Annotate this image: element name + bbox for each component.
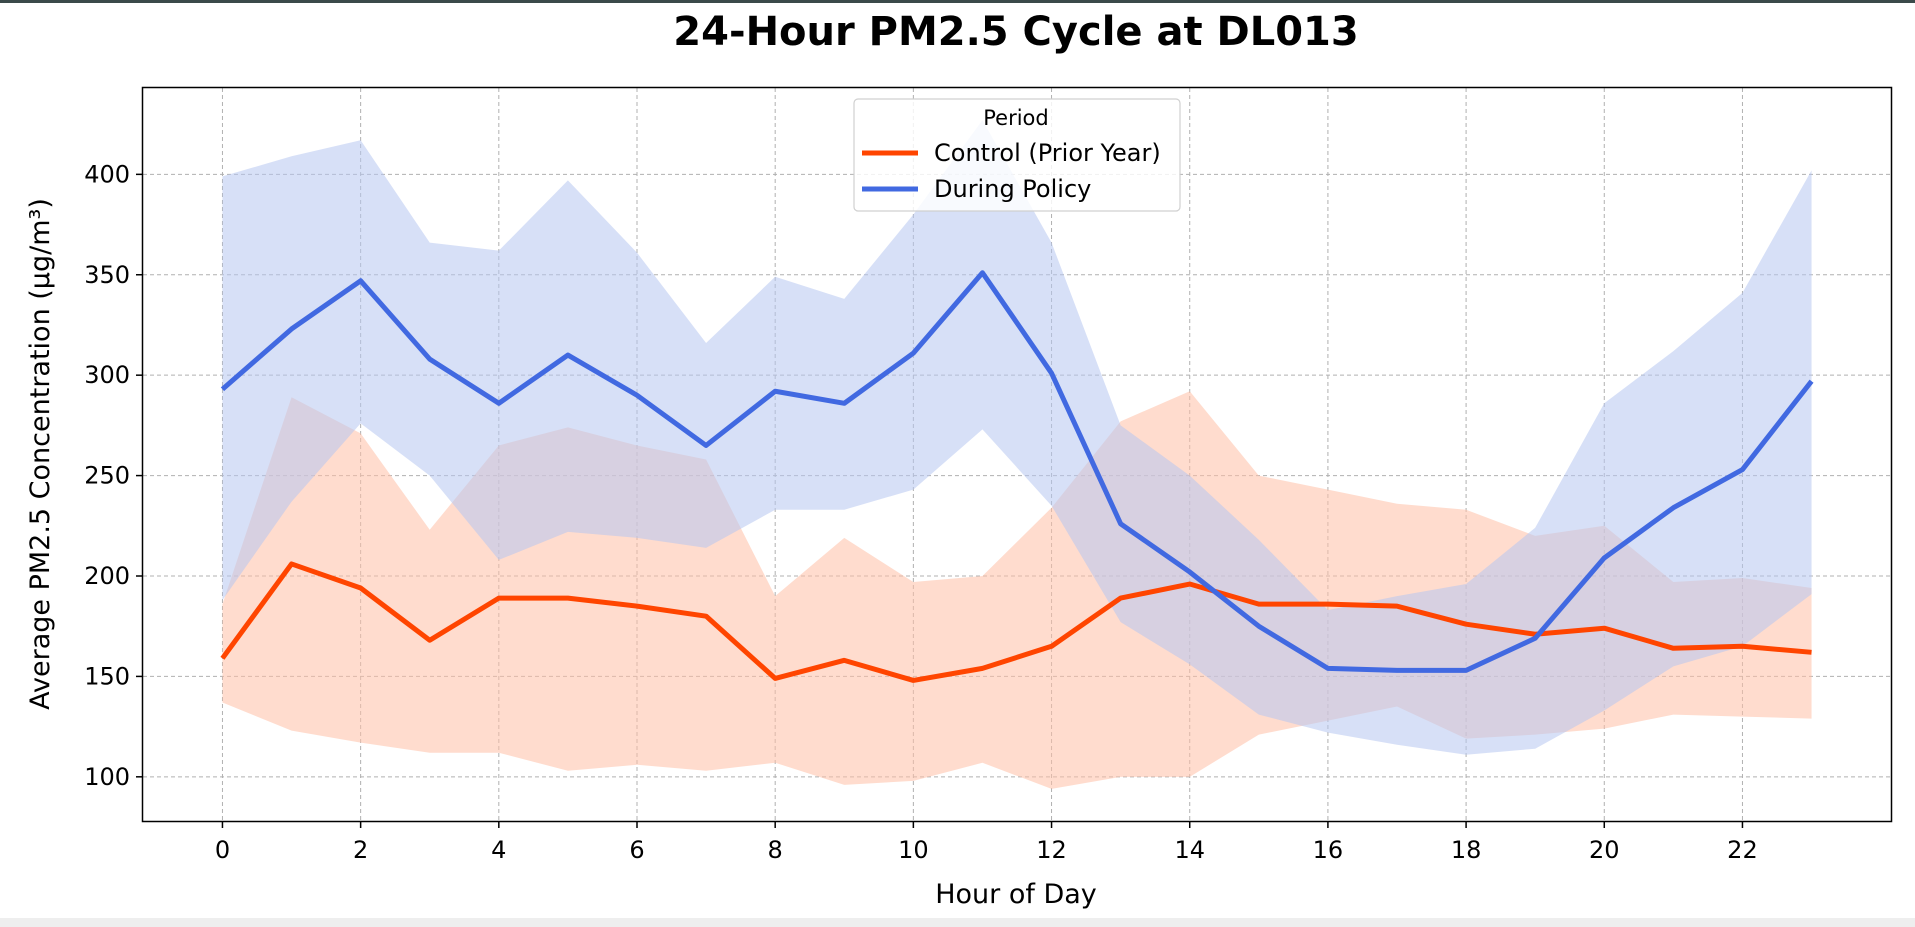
y-tick-label: 100 — [84, 763, 130, 791]
y-tick-label: 300 — [84, 361, 130, 389]
window-top-rule — [0, 0, 1915, 3]
x-tick-label: 20 — [1589, 836, 1620, 864]
x-tick-label: 2 — [353, 836, 368, 864]
legend-box — [853, 98, 1181, 212]
y-axis-label: Average PM2.5 Concentration (µg/m³) — [25, 198, 56, 710]
x-tick-label: 18 — [1451, 836, 1482, 864]
legend-title: Period — [983, 106, 1048, 130]
x-tick-label: 8 — [768, 836, 783, 864]
x-axis-label: Hour of Day — [935, 879, 1097, 910]
series-line-control — [220, 561, 1812, 683]
confidence-bands — [222, 120, 1812, 789]
chart-title: 24-Hour PM2.5 Cycle at DL013 — [673, 9, 1358, 55]
x-tick-label: 12 — [1036, 836, 1067, 864]
y-axis-ticks: 100 150 200 250 300 350 400 — [84, 160, 143, 791]
y-tick-label: 400 — [84, 160, 130, 188]
plot-area-frame — [141, 86, 1893, 823]
y-tick-label: 350 — [84, 261, 130, 289]
x-tick-label: 16 — [1313, 836, 1344, 864]
series-lines — [220, 270, 1814, 683]
x-tick-label: 0 — [215, 836, 230, 864]
x-tick-label: 22 — [1727, 836, 1758, 864]
band-policy — [222, 120, 1812, 755]
x-axis-ticks: 0 2 4 6 8 10 12 14 16 18 20 22 — [215, 821, 1758, 864]
x-tick-label: 4 — [491, 836, 506, 864]
legend-label-policy: During Policy — [934, 175, 1091, 203]
x-tick-label: 10 — [898, 836, 929, 864]
y-tick-label: 200 — [84, 562, 130, 590]
window-bottom-band — [0, 918, 1915, 927]
legend: Period Control (Prior Year) During Polic… — [853, 98, 1181, 212]
y-tick-label: 250 — [84, 462, 130, 490]
series-line-policy — [220, 270, 1814, 673]
x-tick-label: 14 — [1174, 836, 1205, 864]
x-tick-label: 6 — [629, 836, 644, 864]
legend-label-control: Control (Prior Year) — [934, 139, 1161, 167]
y-tick-label: 150 — [84, 662, 130, 690]
